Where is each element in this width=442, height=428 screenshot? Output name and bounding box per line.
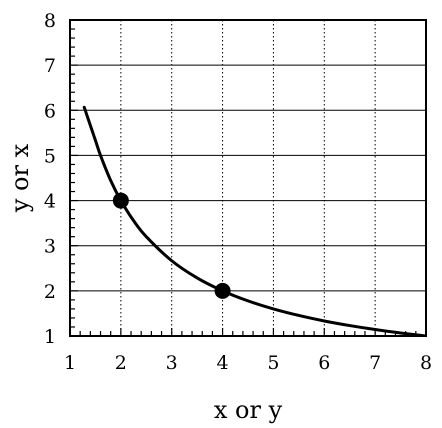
x-tick-labels: 1 2 3 4 5 6 7 8 [64, 352, 432, 374]
x-tick-label: 4 [217, 352, 229, 374]
x-tick-label: 7 [369, 352, 381, 374]
x-tick-label: 5 [267, 352, 279, 374]
x-tick-label: 2 [115, 352, 127, 374]
data-point-marker [214, 282, 231, 299]
x-tick-label: 8 [420, 352, 432, 374]
series-layer [82, 105, 426, 336]
x-tick-label: 1 [64, 352, 76, 374]
x-axis-title: x or y [214, 396, 283, 424]
minor-ticks [69, 19, 427, 337]
y-tick-label: 6 [44, 100, 56, 122]
data-point-marker [112, 192, 129, 209]
y-tick-label: 1 [44, 326, 56, 348]
highlighted-points [112, 192, 231, 299]
series-line [82, 105, 426, 336]
y-axis-title: y or x [6, 143, 34, 213]
plot-frame [69, 19, 427, 337]
x-tick-label: 3 [166, 352, 178, 374]
y-tick-labels: 1 2 3 4 5 6 7 8 [44, 10, 56, 348]
y-tick-label: 7 [44, 55, 56, 77]
y-tick-label: 3 [44, 236, 56, 258]
grid [70, 20, 426, 336]
y-tick-label: 4 [44, 191, 56, 213]
y-tick-label: 8 [44, 10, 56, 32]
x-tick-label: 6 [318, 352, 330, 374]
y-tick-label: 5 [44, 145, 56, 167]
y-tick-label: 2 [44, 281, 56, 303]
